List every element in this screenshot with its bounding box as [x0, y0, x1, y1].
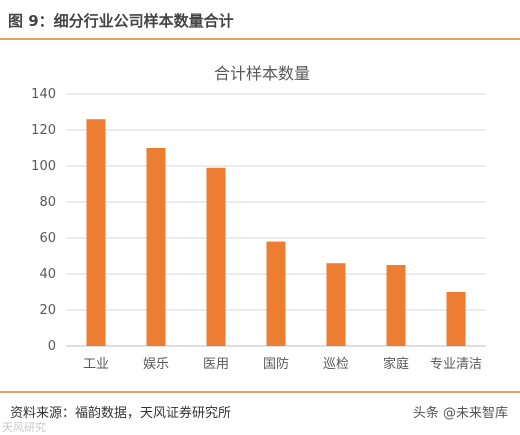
bar	[266, 241, 286, 346]
bars	[86, 119, 466, 346]
bar	[206, 167, 226, 346]
watermark-right: 头条 @未来智库	[412, 406, 508, 421]
bar	[446, 292, 466, 346]
watermark-left: 天风研究	[2, 421, 46, 434]
y-tick-label: 40	[39, 267, 56, 282]
x-tick-label: 巡检	[323, 357, 349, 372]
y-tick-label: 100	[31, 159, 56, 174]
x-tick-label: 专业清洁	[430, 357, 482, 372]
y-tick-label: 80	[39, 195, 56, 210]
bar	[146, 148, 166, 346]
x-tick-label: 工业	[83, 357, 109, 372]
chart-title: 合计样本数量	[214, 64, 310, 83]
bar	[326, 263, 346, 346]
y-tick-label: 140	[31, 87, 56, 102]
source-note: 资料来源：福韵数据，天风证券研究所	[10, 406, 232, 421]
y-tick-label: 120	[31, 123, 56, 138]
y-axis-ticks: 0 20 40 60 80 100 120 140	[31, 87, 56, 354]
bar	[386, 265, 406, 346]
x-tick-label: 家庭	[383, 356, 409, 372]
y-tick-label: 60	[39, 231, 56, 246]
x-tick-label: 医用	[203, 357, 229, 372]
y-tick-label: 0	[48, 339, 56, 354]
x-tick-label: 国防	[263, 356, 289, 372]
figure-title: 图 9：细分行业公司样本数量合计	[8, 12, 234, 30]
bar	[86, 119, 106, 346]
y-tick-label: 20	[39, 303, 56, 318]
x-axis-ticks: 工业 娱乐 医用 国防 巡检 家庭 专业清洁	[83, 356, 482, 372]
bar-chart: 合计样本数量 0 20 40 60 80 100 120 140 工业 娱乐 医用 国防 巡检 家庭 专业…	[31, 64, 486, 372]
top-divider	[0, 38, 520, 40]
bottom-divider	[0, 391, 520, 393]
x-tick-label: 娱乐	[143, 357, 169, 372]
